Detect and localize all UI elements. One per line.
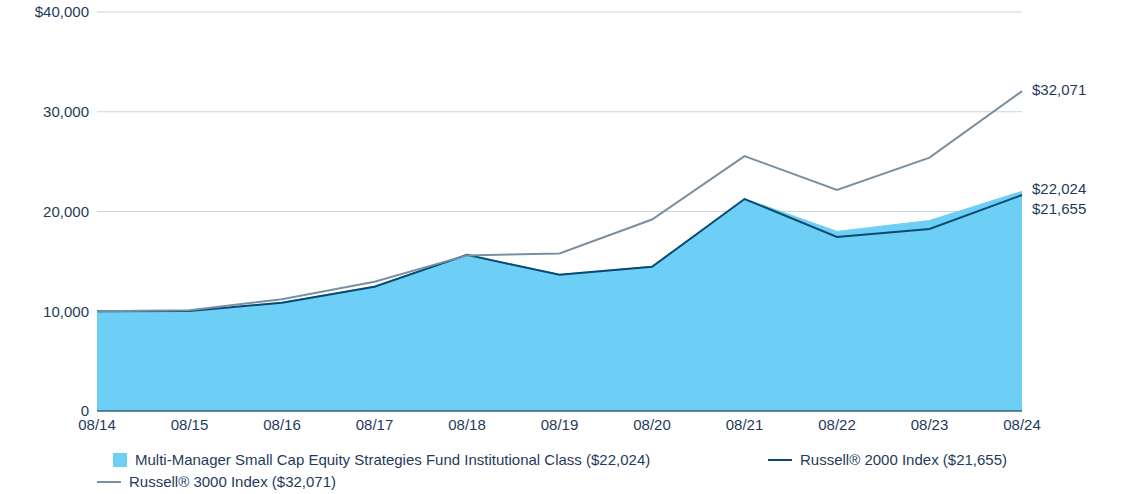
- svg-text:30,000: 30,000: [43, 103, 89, 120]
- svg-text:08/17: 08/17: [356, 416, 394, 433]
- svg-text:08/18: 08/18: [448, 416, 486, 433]
- svg-text:08/21: 08/21: [726, 416, 764, 433]
- svg-text:08/14: 08/14: [78, 415, 116, 433]
- svg-text:10,000: 10,000: [43, 303, 89, 320]
- svg-text:08/15: 08/15: [171, 416, 209, 433]
- svg-text:08/16: 08/16: [263, 416, 301, 433]
- svg-text:$32,071: $32,071: [1032, 81, 1086, 98]
- html-text:Multi-Manager Small Cap Equity: Multi-Manager Small Cap Equity Strategie…: [135, 451, 651, 468]
- svg-text:0: 0: [81, 402, 89, 419]
- svg-text:08/22: 08/22: [818, 416, 856, 433]
- svg-text:08/24: 08/24: [1003, 416, 1041, 433]
- svg-text:08/23: 08/23: [911, 416, 949, 433]
- html-text:Russell® 2000 Index ($21,655): Russell® 2000 Index ($21,655): [800, 451, 1007, 468]
- svg-text:$21,655: $21,655: [1032, 200, 1086, 217]
- svg-text:08/20: 08/20: [633, 416, 671, 433]
- svg-text:20,000: 20,000: [43, 203, 89, 220]
- html-text:Russell® 3000 Index ($32,071): Russell® 3000 Index ($32,071): [129, 473, 336, 490]
- svg-text:$22,024: $22,024: [1032, 180, 1086, 197]
- svg-text:$40,000: $40,000: [35, 3, 89, 20]
- svg-text:08/19: 08/19: [541, 416, 579, 433]
